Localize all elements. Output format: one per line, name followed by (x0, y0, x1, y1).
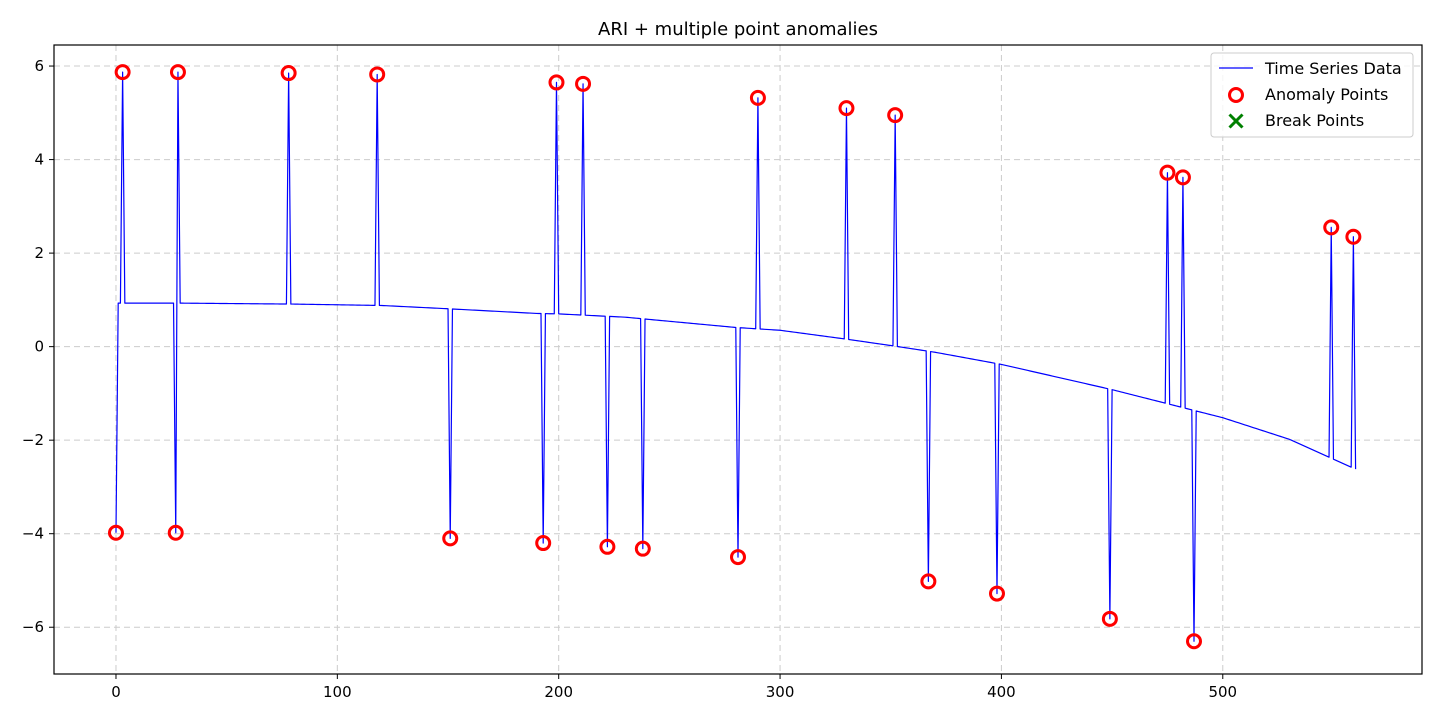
y-tick-label: 0 (34, 338, 44, 356)
legend-label-anomaly-points: Anomaly Points (1265, 85, 1388, 104)
legend-break-swatch (1228, 113, 1244, 129)
legend-anomaly-swatch (1228, 87, 1244, 103)
anomaly-point (114, 64, 131, 81)
plot-frame (53, 44, 1423, 675)
anomaly-point (575, 75, 592, 92)
anomaly-points (107, 64, 1362, 650)
anomaly-point (730, 549, 746, 566)
anomaly-point (369, 66, 386, 83)
anomaly-point (749, 89, 766, 106)
x-tick-label: 400 (987, 683, 1016, 701)
legend-label-break-points: Break Points (1265, 111, 1364, 130)
legend: Time Series Data Anomaly Points Break Po… (1210, 52, 1414, 138)
x-tick-label: 300 (766, 683, 795, 701)
x-tick-label: 0 (111, 683, 121, 701)
x-tick-label: 100 (323, 683, 352, 701)
x-tick-label: 500 (1208, 683, 1237, 701)
anomaly-point (1159, 164, 1176, 181)
anomaly-point (167, 524, 184, 541)
x-tick-label: 200 (544, 683, 573, 701)
anomaly-point (442, 530, 459, 547)
anomaly-point (107, 524, 124, 541)
anomaly-point (887, 107, 904, 124)
anomaly-point (1323, 219, 1340, 236)
time-series-line (115, 71, 1357, 642)
time-series-path (115, 71, 1357, 642)
anomaly-point (1186, 633, 1202, 650)
y-tick-label: 6 (34, 57, 44, 75)
chart-title: ARI + multiple point anomalies (598, 19, 878, 40)
anomaly-point (634, 540, 651, 557)
y-axis-ticks: −6 −4 −2 0 2 4 6 (22, 57, 54, 636)
y-tick-label: −4 (22, 525, 44, 543)
anomaly-point (988, 585, 1005, 602)
anomaly-point (548, 74, 565, 91)
legend-frame (1210, 52, 1414, 138)
y-tick-label: 4 (34, 151, 44, 169)
anomaly-point (1345, 228, 1362, 245)
anomaly-point (920, 573, 937, 590)
anomaly-point (838, 100, 855, 117)
anomaly-point (1101, 610, 1118, 627)
anomaly-point (599, 538, 616, 555)
anomaly-point (535, 535, 552, 552)
cross-stroke (1228, 113, 1244, 129)
x-axis-ticks: 0 100 200 300 400 500 (111, 674, 1237, 701)
legend-label-time-series: Time Series Data (1264, 59, 1402, 78)
anomaly-point (169, 64, 186, 81)
gridlines (54, 45, 1422, 674)
anomaly-point (1174, 169, 1191, 186)
y-tick-label: −2 (22, 431, 44, 449)
y-tick-label: −6 (22, 618, 44, 636)
y-tick-label: 2 (34, 244, 44, 262)
anomaly-point (280, 65, 297, 82)
